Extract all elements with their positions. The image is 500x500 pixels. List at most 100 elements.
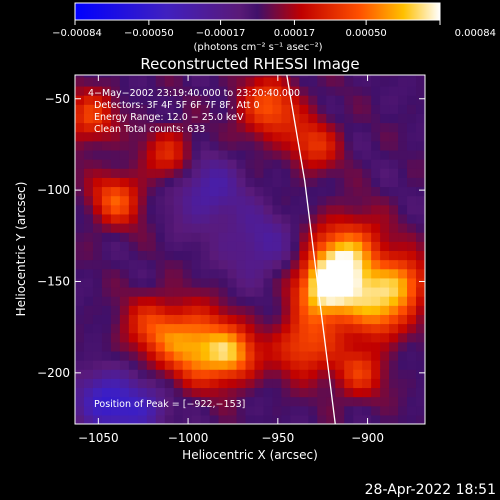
heatmap-cell — [371, 140, 381, 151]
heatmap-cell — [101, 341, 112, 352]
heatmap-cell — [245, 396, 256, 407]
heatmap-cell — [137, 186, 148, 197]
heatmap-cell — [281, 323, 291, 334]
heatmap-cell — [200, 140, 211, 151]
heatmap-cell — [173, 396, 184, 407]
heatmap-cell — [236, 369, 247, 379]
heatmap-cell — [155, 323, 166, 334]
heatmap-cell — [389, 195, 399, 206]
heatmap-cell — [326, 204, 336, 215]
heatmap-cell — [353, 241, 363, 252]
heatmap-cell — [137, 168, 148, 178]
heatmap-cell — [155, 131, 166, 142]
heatmap-cell — [371, 277, 381, 288]
heatmap-cell — [362, 396, 372, 407]
heatmap-cell — [182, 113, 193, 124]
heatmap-cell — [227, 232, 238, 242]
heatmap-cell — [209, 204, 220, 215]
heatmap-cell — [353, 232, 363, 242]
heatmap-cell — [209, 76, 220, 87]
heatmap-cell — [398, 341, 408, 352]
heatmap-cell — [362, 168, 372, 178]
heatmap-cell — [146, 76, 157, 87]
heatmap-cell — [254, 387, 265, 398]
heatmap-cell — [353, 387, 363, 398]
heatmap-cell — [380, 75, 390, 78]
heatmap-cell — [290, 168, 300, 178]
heatmap-cell — [353, 213, 363, 224]
heatmap-cell — [290, 204, 300, 215]
heatmap-cell — [227, 186, 238, 197]
heatmap-cell — [344, 232, 354, 242]
heatmap-cell — [308, 75, 318, 78]
heatmap-cell — [335, 341, 345, 352]
heatmap-cell — [407, 277, 417, 288]
heatmap-cell — [218, 286, 229, 297]
heatmap-cell — [263, 341, 274, 352]
heatmap-cell — [398, 414, 408, 424]
heatmap-cell — [326, 414, 336, 424]
heatmap-cell — [254, 405, 265, 416]
heatmap-cell — [218, 204, 229, 215]
heatmap-cell — [272, 186, 283, 197]
heatmap-cell — [164, 140, 175, 151]
heatmap-cell — [263, 186, 274, 197]
heatmap-cell — [182, 414, 193, 424]
heatmap-cell — [416, 168, 425, 178]
heatmap-cell — [200, 387, 211, 398]
heatmap-cell — [173, 195, 184, 206]
heatmap-cell — [128, 314, 139, 325]
heatmap-cell — [236, 104, 247, 114]
heatmap-cell — [137, 76, 148, 87]
heatmap-cell — [155, 232, 166, 242]
heatmap-cell — [119, 85, 130, 96]
heatmap-cell — [119, 405, 130, 416]
heatmap-cell — [101, 232, 112, 242]
heatmap-cell — [209, 396, 220, 407]
heatmap-cell — [200, 268, 211, 279]
heatmap-cell — [191, 85, 202, 96]
heatmap-cell — [335, 85, 345, 96]
heatmap-cell — [227, 95, 238, 105]
heatmap-cell — [110, 85, 121, 96]
heatmap-cell — [389, 387, 399, 398]
heatmap-cell — [299, 296, 309, 306]
heatmap-cell — [200, 232, 211, 242]
heatmap-cell — [362, 323, 372, 334]
heatmap-cell — [362, 113, 372, 124]
heatmap-cell — [326, 95, 336, 105]
heatmap-cell — [101, 387, 112, 398]
heatmap-cell — [101, 241, 112, 252]
heatmap-cell — [164, 232, 175, 242]
heatmap-cell — [75, 177, 85, 188]
heatmap-cell — [416, 131, 425, 142]
heatmap-cell — [371, 286, 381, 297]
heatmap-cell — [110, 378, 121, 389]
heatmap-cell — [245, 332, 256, 343]
heatmap-cell — [299, 168, 309, 178]
heatmap-cell — [92, 305, 103, 315]
heatmap-cell — [416, 323, 425, 334]
heatmap-cell — [128, 305, 139, 315]
heatmap-cell — [299, 195, 309, 206]
heatmap-cell — [290, 332, 300, 343]
heatmap-cell — [416, 250, 425, 261]
heatmap-cell — [92, 85, 103, 96]
heatmap-cell — [254, 396, 265, 407]
heatmap-cell — [83, 131, 94, 142]
heatmap-cell — [119, 414, 130, 424]
heatmap-cell — [245, 286, 256, 297]
heatmap-cell — [155, 286, 166, 297]
heatmap-cell — [173, 177, 184, 188]
heatmap-cell — [200, 85, 211, 96]
heatmap-cell — [335, 232, 345, 242]
heatmap-cell — [344, 149, 354, 160]
heatmap-cell — [335, 360, 345, 370]
heatmap-cell — [128, 286, 139, 297]
y-axis-label: Heliocentric Y (arcsec) — [14, 182, 28, 317]
heatmap-cell — [335, 195, 345, 206]
heatmap-cell — [407, 323, 417, 334]
colorbar-tick-label: 0.00084 — [455, 28, 496, 39]
heatmap-cell — [182, 369, 193, 379]
heatmap-cell — [83, 186, 94, 197]
